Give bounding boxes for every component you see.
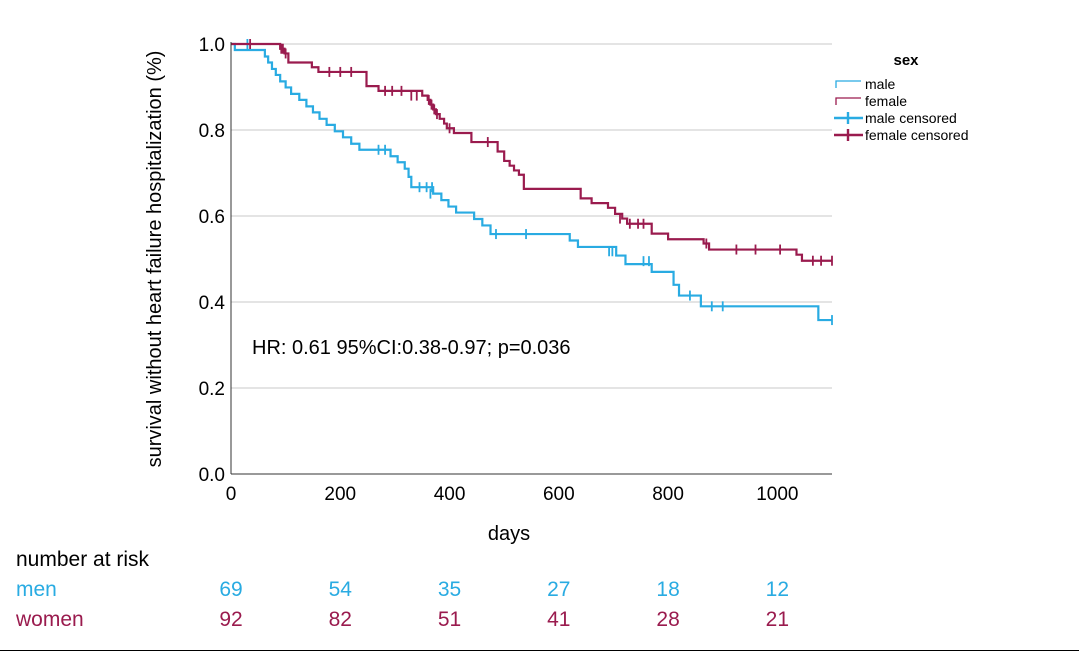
risk-count-women: 51 bbox=[437, 608, 462, 631]
risk-table-title: number at risk bbox=[16, 548, 150, 571]
x-tick-label: 200 bbox=[324, 484, 356, 505]
bottom-divider bbox=[0, 650, 1079, 651]
male-survival-line bbox=[231, 42, 832, 322]
legend-item: male bbox=[835, 76, 896, 92]
hazard-ratio-annotation: HR: 0.61 95%CI:0.38-0.97; p=0.036 bbox=[252, 337, 571, 359]
legend-label: male bbox=[865, 76, 896, 92]
y-tick-label: 0.4 bbox=[199, 293, 226, 314]
risk-count-men: 54 bbox=[328, 578, 352, 601]
risk-count-men: 12 bbox=[765, 578, 790, 601]
y-tick-label: 0.0 bbox=[199, 465, 225, 486]
x-tick-label: 0 bbox=[226, 484, 237, 505]
y-tick-label: 1.0 bbox=[199, 35, 225, 56]
female-survival-line bbox=[231, 42, 832, 262]
legend-label: female censored bbox=[865, 127, 969, 143]
gridlines bbox=[231, 43, 832, 389]
risk-count-men: 35 bbox=[437, 578, 462, 601]
survival-curves bbox=[231, 39, 833, 326]
legend-line-swatch bbox=[835, 80, 861, 88]
series-female bbox=[231, 39, 833, 266]
risk-count-women: 21 bbox=[765, 608, 790, 631]
y-tick-label: 0.6 bbox=[199, 207, 225, 228]
y-tick-label: 0.2 bbox=[199, 379, 225, 400]
y-tick-labels: 0.0 0.2 0.4 0.6 0.8 1.0 bbox=[199, 35, 226, 486]
y-tick-label: 0.8 bbox=[199, 121, 225, 142]
x-tick-label: 800 bbox=[652, 484, 684, 505]
risk-count-women: 28 bbox=[656, 608, 680, 631]
risk-count-women: 41 bbox=[547, 608, 571, 631]
risk-row-label-men: men bbox=[16, 578, 57, 601]
axes bbox=[230, 42, 832, 475]
legend-line-swatch bbox=[835, 97, 861, 105]
x-tick-labels: 0 200 400 600 800 1000 bbox=[226, 484, 799, 505]
legend-item: female censored bbox=[834, 127, 969, 143]
x-tick-label: 400 bbox=[434, 484, 466, 505]
y-axis-label: survival without heart failure hospitali… bbox=[144, 51, 166, 468]
legend-item: female bbox=[835, 93, 907, 109]
series-male bbox=[231, 39, 833, 326]
risk-count-women: 82 bbox=[328, 608, 352, 631]
risk-count-women: 92 bbox=[219, 608, 243, 631]
x-tick-label: 600 bbox=[543, 484, 575, 505]
risk-count-men: 27 bbox=[547, 578, 571, 601]
x-axis-label: days bbox=[488, 523, 530, 545]
legend-label: male censored bbox=[865, 110, 957, 126]
risk-count-men: 18 bbox=[656, 578, 680, 601]
x-tick-label: 1000 bbox=[756, 484, 798, 505]
legend-label: female bbox=[865, 93, 907, 109]
legend-item: male censored bbox=[834, 110, 957, 126]
risk-count-men: 69 bbox=[219, 578, 243, 601]
legend-title: sex bbox=[893, 52, 919, 69]
risk-row-label-women: women bbox=[16, 608, 84, 631]
